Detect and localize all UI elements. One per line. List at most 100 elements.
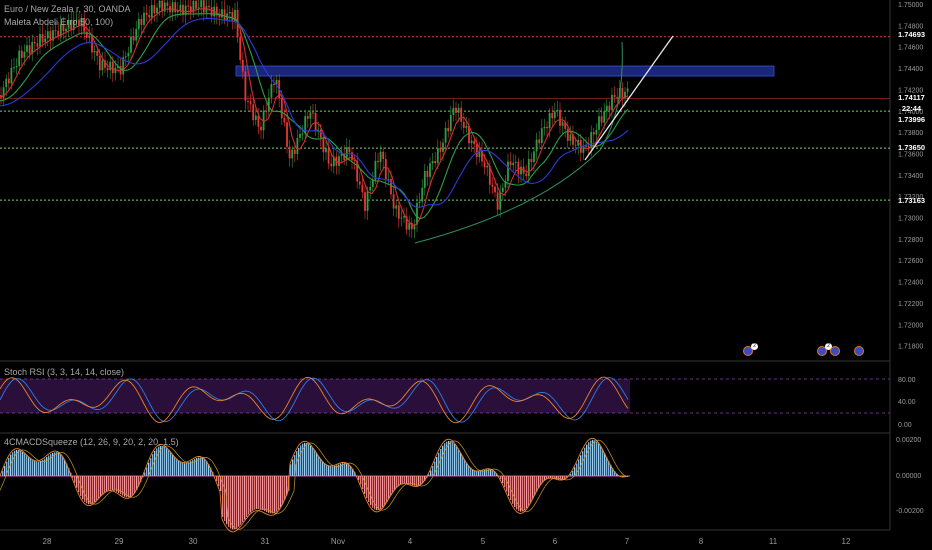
- macd-bar: [246, 476, 248, 517]
- price-axis[interactable]: 1.75000 1.74800 1.74600 1.74400 1.74200 1.740…: [898, 2, 923, 351]
- candle-body: [382, 151, 385, 159]
- macd-bar: [32, 460, 34, 476]
- candle-body: [299, 133, 301, 138]
- candle-body: [325, 148, 327, 153]
- macd-bar: [36, 461, 38, 476]
- candle-body: [384, 158, 387, 180]
- candle-body: [457, 107, 460, 113]
- macd-bar: [42, 459, 44, 476]
- candle-body: [538, 139, 541, 144]
- curved-trendline[interactable]: [414, 41, 623, 244]
- macd-bar: [384, 476, 386, 505]
- candle-body: [616, 96, 619, 98]
- candle-body: [533, 151, 535, 162]
- candle-body: [283, 118, 286, 123]
- candle-body: [429, 163, 431, 177]
- candle-body: [192, 0, 195, 13]
- candle-body: [431, 161, 434, 164]
- candle-body: [400, 217, 403, 219]
- stoch-axis-label: 40.00: [898, 399, 916, 406]
- time-axis[interactable]: 28 29 30 31 Nov 4 5 6 7 8 11 12: [43, 537, 851, 546]
- macd-bar: [40, 461, 42, 476]
- macd-bar: [24, 453, 26, 476]
- candle-body: [613, 94, 616, 97]
- time-axis-label: 29: [115, 537, 124, 546]
- candle-body: [553, 111, 556, 119]
- macd-bar: [556, 476, 558, 480]
- macd-bar: [616, 473, 618, 476]
- candle-body: [93, 50, 96, 53]
- event-marker[interactable]: [817, 346, 827, 356]
- macd-bar: [314, 450, 316, 476]
- event-marker[interactable]: [854, 346, 864, 356]
- macd-legend[interactable]: 4CMACDSqueeze (12, 26, 9, 20, 2, 20, 1.5…: [4, 437, 179, 447]
- candle-body: [535, 139, 538, 152]
- candle-body: [403, 216, 405, 218]
- event-marker[interactable]: [743, 346, 753, 356]
- macd-bar: [552, 476, 554, 479]
- price-tag-support-3: 1.73163: [893, 195, 930, 206]
- macd-bar: [412, 476, 414, 486]
- candle-body: [65, 28, 67, 32]
- macd-bar: [530, 476, 532, 503]
- candle-body: [176, 10, 179, 13]
- stoch-legend[interactable]: Stoch RSI (3, 3, 14, 14, close): [4, 367, 125, 377]
- moving-average-line: [0, 13, 629, 220]
- candle-body: [247, 100, 249, 102]
- macd-bar: [38, 461, 40, 476]
- macd-bar: [72, 476, 74, 478]
- macd-bar: [336, 465, 338, 476]
- macd-bar: [444, 443, 446, 476]
- macd-bar: [156, 448, 158, 476]
- macd-bar: [520, 476, 522, 512]
- candle-body: [504, 180, 507, 188]
- time-axis-label: 7: [625, 537, 630, 546]
- macd-bar: [464, 459, 466, 476]
- time-axis-label: 30: [189, 537, 198, 546]
- candle-body: [340, 153, 343, 157]
- macd-bar: [428, 474, 430, 476]
- macd-bar: [274, 476, 276, 513]
- event-marker[interactable]: [830, 346, 840, 356]
- macd-bar: [244, 476, 246, 520]
- rising-trendline[interactable]: [584, 35, 674, 161]
- macd-bar: [276, 476, 278, 512]
- resistance-zone[interactable]: [235, 65, 775, 77]
- candle-body: [507, 161, 509, 181]
- candle-body: [319, 129, 322, 138]
- macd-bar: [360, 476, 362, 485]
- candle-body: [624, 91, 626, 99]
- candle-body: [317, 129, 320, 132]
- macd-bar: [162, 446, 164, 476]
- macd-bar: [430, 470, 432, 476]
- macd-bar: [266, 476, 268, 512]
- macd-bar: [424, 476, 426, 481]
- macd-line: [0, 437, 629, 533]
- macd-bar: [458, 449, 460, 476]
- macd-bar: [446, 441, 448, 476]
- candle-body: [322, 137, 325, 153]
- candle-body: [5, 78, 8, 88]
- macd-bar: [490, 469, 492, 476]
- symbol-legend[interactable]: Euro / New Zeala r, 30, OANDA: [4, 4, 131, 14]
- macd-bar: [394, 476, 396, 490]
- candle-body: [499, 191, 502, 210]
- candle-body: [39, 34, 41, 47]
- macd-bar: [182, 462, 184, 476]
- macd-bar: [242, 476, 244, 523]
- candle-body: [358, 181, 361, 185]
- candle-body: [286, 122, 288, 147]
- macd-bar: [486, 469, 488, 476]
- macd-bar: [538, 476, 540, 489]
- candle-body: [569, 134, 572, 141]
- macd-bar: [136, 476, 138, 491]
- macd-bar: [184, 463, 186, 476]
- candle-body: [273, 83, 275, 85]
- macd-bar: [600, 446, 602, 476]
- price-axis-label: 1.75000: [898, 2, 923, 9]
- macd-bar: [422, 476, 424, 484]
- indicator-legend[interactable]: Maleta Abdeli Erro 50, 100): [4, 17, 114, 27]
- candle-body: [559, 109, 561, 126]
- macd-bar: [222, 476, 224, 518]
